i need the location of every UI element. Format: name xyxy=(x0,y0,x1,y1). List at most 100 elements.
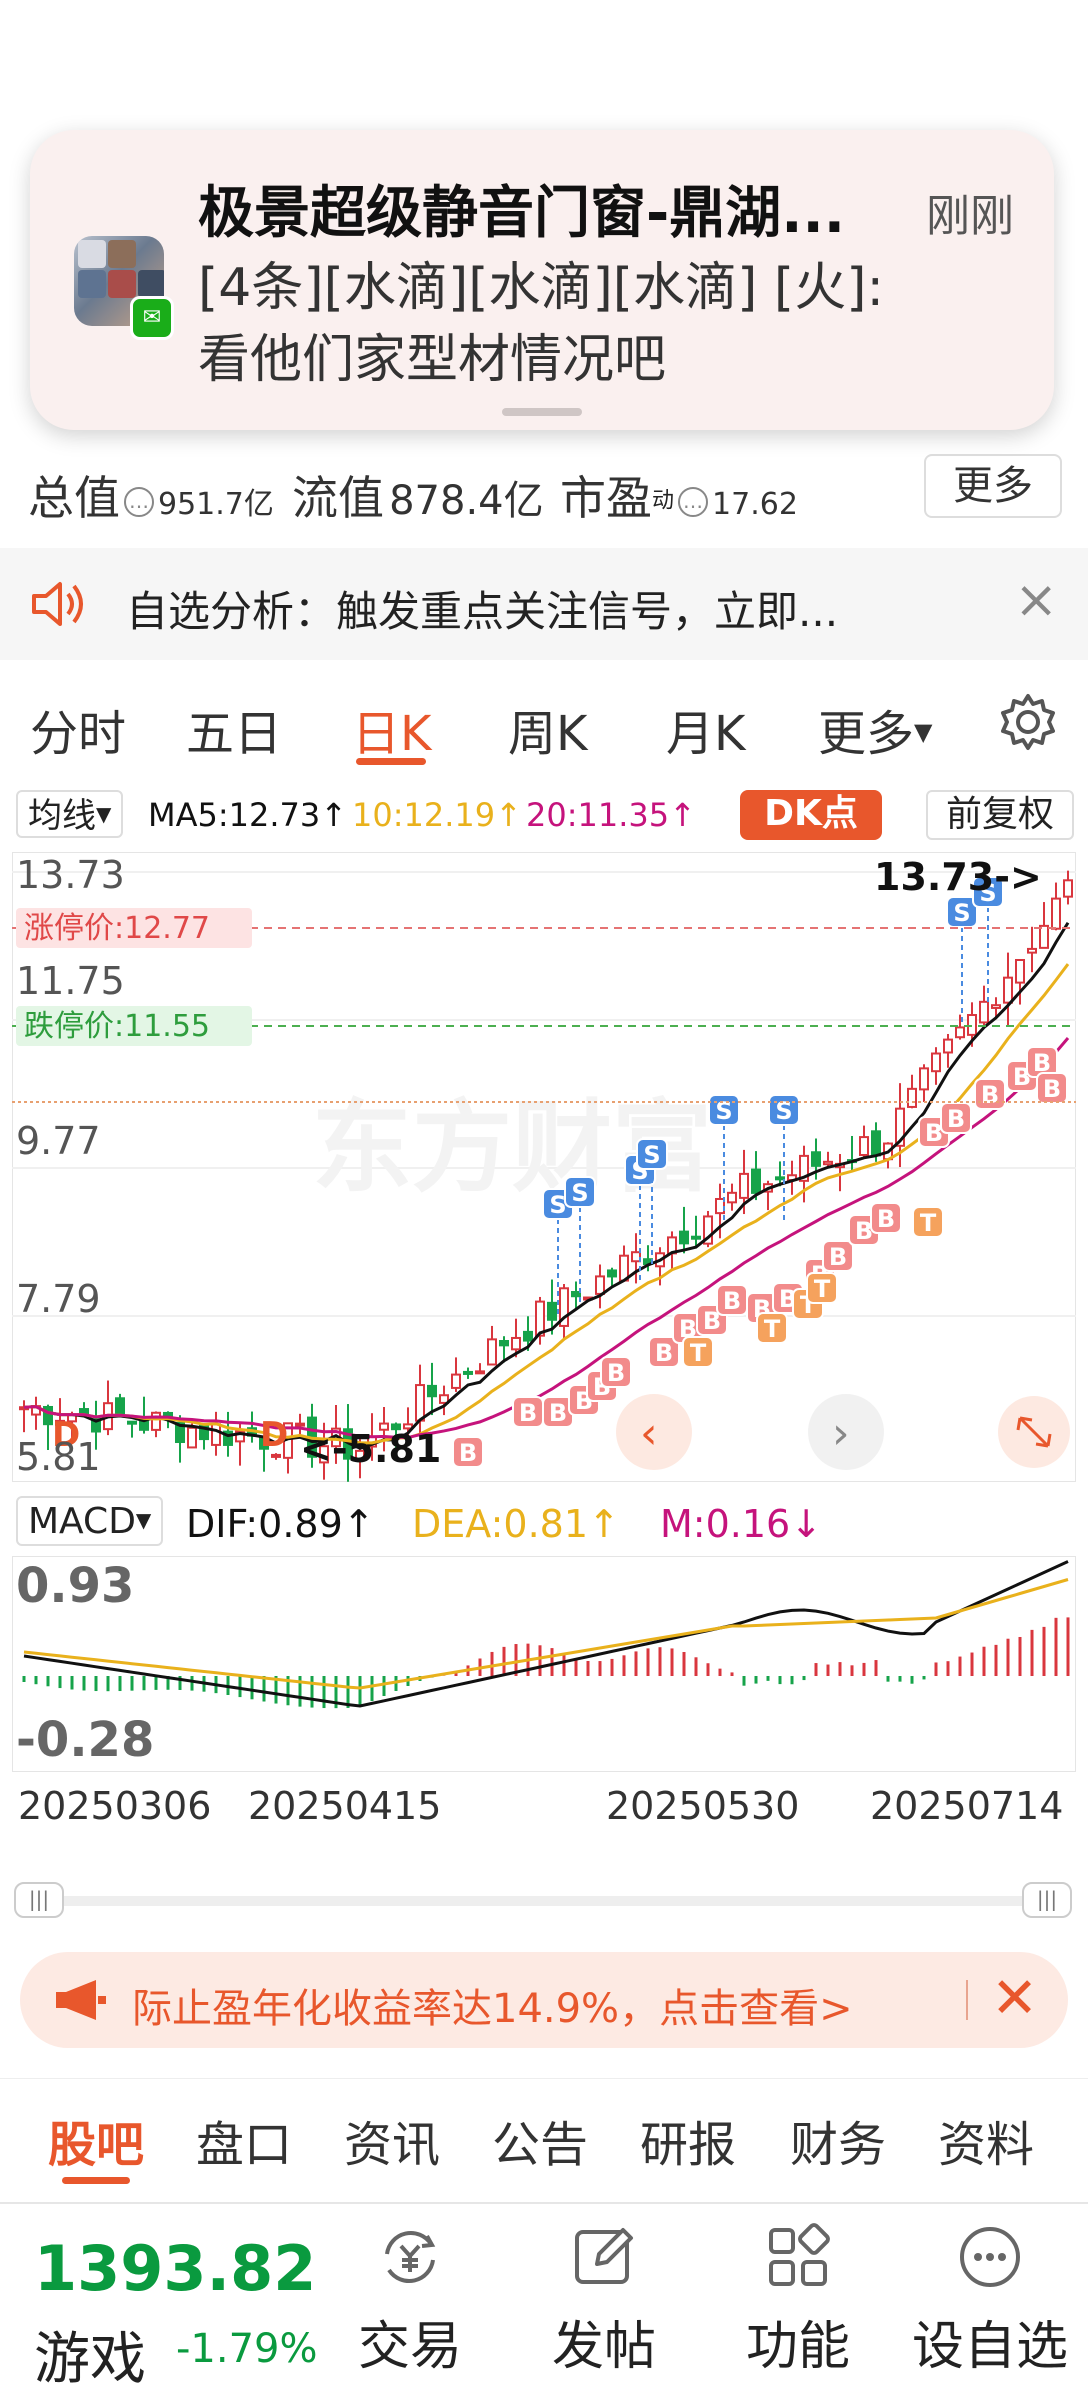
buy-marker-text: B xyxy=(925,1119,943,1147)
candle-body xyxy=(715,1197,725,1215)
pe-value: 17.62 xyxy=(712,487,798,522)
chevron-right-icon: › xyxy=(832,1408,850,1459)
candle-body xyxy=(1039,924,1049,949)
ma10-line xyxy=(23,963,1070,1445)
dea-line xyxy=(23,1578,1069,1690)
promo-close-button[interactable]: ✕ xyxy=(991,1966,1038,2031)
alert-text: 自选分析：触发重点关注信号，立即... xyxy=(126,587,839,636)
promo-banner[interactable]: 际止盈年化收益率达14.9%，点击查看> ✕ xyxy=(20,1952,1068,2048)
tab-research[interactable]: 研报 xyxy=(640,2117,737,2173)
tab-news[interactable]: 资讯 xyxy=(344,2117,441,2173)
sell-marker-text: S xyxy=(775,1097,792,1125)
forward-adjust-button[interactable]: 前复权 xyxy=(926,790,1074,840)
candle-body xyxy=(823,1160,833,1166)
candle-body xyxy=(955,1026,965,1039)
notification-handle[interactable] xyxy=(502,408,582,416)
indicator-select[interactable]: 均线▼ xyxy=(16,790,124,838)
macd-y-top: 0.93 xyxy=(16,1558,134,1614)
candle-body xyxy=(1051,897,1061,930)
watchlist-alert-bar[interactable]: 自选分析：触发重点关注信号，立即... × xyxy=(0,548,1088,660)
buy-marker-badge xyxy=(822,1240,854,1272)
macd-chart[interactable]: 0.93 -0.28 xyxy=(12,1556,1076,1772)
candle-body xyxy=(595,1275,605,1295)
t-marker-badge xyxy=(806,1272,838,1304)
trade-button[interactable]: 交易 xyxy=(330,2222,490,2379)
ma5-label: MA5:12.73↑ xyxy=(148,796,348,834)
tab-five-day[interactable]: 五日 xyxy=(186,706,283,762)
caret-down-icon: ▼ xyxy=(135,1508,152,1532)
candle-body xyxy=(631,1251,641,1263)
candle-body xyxy=(451,1373,461,1389)
tab-monthly-k[interactable]: 月K xyxy=(666,706,746,762)
limit-up-tag xyxy=(16,908,252,948)
sell-marker-badge xyxy=(564,1176,596,1208)
candles-group xyxy=(19,870,1073,1482)
info-icon[interactable]: … xyxy=(124,487,154,517)
stats-row: 总值… 951.7亿 流值 878.4亿 市盈动… 17.62 更多 xyxy=(0,440,1088,540)
add-watchlist-button[interactable]: 设自选 xyxy=(910,2222,1070,2379)
tab-profile[interactable]: 资料 xyxy=(938,2117,1035,2173)
more-button[interactable]: 更多 xyxy=(924,454,1062,518)
buy-marker-text: B xyxy=(855,1217,873,1245)
candle-body xyxy=(235,1430,245,1443)
tab-forum[interactable]: 股吧 xyxy=(48,2117,145,2173)
bottom-toolbar: 1393.82 游戏 -1.79% 交易 发帖 xyxy=(0,2202,1088,2400)
dif-label: DIF:0.89↑ xyxy=(186,1502,375,1546)
tab-announcements[interactable]: 公告 xyxy=(492,2117,589,2173)
buy-marker-text: B xyxy=(459,1439,477,1467)
sector-index-value[interactable]: 1393.82 xyxy=(34,2232,317,2305)
candlestick-chart[interactable]: 东方财富 SSSSSSSSBBBBBBBBBBBBBBBBBBBBBBTTTTT… xyxy=(12,852,1076,1482)
tab-intraday[interactable]: 分时 xyxy=(30,706,127,762)
ma-legend-row: 均线▼ MA5:12.73↑ 10:12.19↑ 20:11.35↑ DK点 前… xyxy=(0,786,1088,842)
wechat-icon: ✉ xyxy=(130,296,174,340)
slider-left-handle[interactable]: ||| xyxy=(14,1882,64,1918)
macd-legend-row: MACD▼ DIF:0.89↑ DEA:0.81↑ M:0.16↓ xyxy=(0,1492,1088,1548)
t-marker-text: T xyxy=(814,1275,831,1303)
limit-up-label: 涨停价:12.77 xyxy=(24,911,210,946)
slider-right-handle[interactable]: ||| xyxy=(1022,1882,1072,1918)
tab-order-book[interactable]: 盘口 xyxy=(196,2117,293,2173)
sector-name[interactable]: 游戏 xyxy=(34,2327,146,2392)
candle-body xyxy=(55,1419,65,1426)
gear-icon[interactable] xyxy=(998,692,1058,752)
dif-line xyxy=(23,1560,1069,1708)
moving-averages-group xyxy=(23,921,1070,1450)
active-tab-indicator xyxy=(356,758,426,765)
caret-down-icon: ▼ xyxy=(96,802,112,826)
tab-financials[interactable]: 财务 xyxy=(790,2117,887,2173)
buy-marker-text: B xyxy=(947,1105,965,1133)
features-label: 功能 xyxy=(745,2317,850,2377)
sell-marker-text: S xyxy=(571,1179,588,1207)
dk-point-button[interactable]: DK点 xyxy=(740,790,882,840)
tab-more[interactable]: 更多▼ xyxy=(818,694,932,764)
sell-marker-text: S xyxy=(643,1141,660,1169)
range-slider[interactable]: ||| ||| xyxy=(14,1882,1072,1918)
macd-select[interactable]: MACD▼ xyxy=(16,1496,164,1546)
candle-body xyxy=(775,1176,785,1181)
chart-next-button[interactable] xyxy=(808,1394,884,1470)
caret-down-icon: ▼ xyxy=(914,718,933,746)
wechat-notification[interactable]: ✉ 极景超级静音门窗-鼎湖... 刚刚 [4条][水滴][水滴][水滴] [火]… xyxy=(30,130,1054,430)
y-label-2: 11.75 xyxy=(16,959,125,1003)
buy-marker-text: B xyxy=(655,1339,673,1367)
info-icon[interactable]: … xyxy=(678,487,709,517)
alert-close-button[interactable]: × xyxy=(1014,570,1058,630)
sector-change: -1.79% xyxy=(176,2326,318,2372)
chart-prev-button[interactable] xyxy=(616,1394,692,1470)
candle-body xyxy=(187,1426,197,1449)
total-value-label: 总值 xyxy=(28,471,120,525)
dea-label: DEA:0.81↑ xyxy=(412,1502,620,1546)
m-label: M:0.16↓ xyxy=(660,1502,823,1546)
float-value-label: 流值 xyxy=(292,471,384,525)
t-marker-text: T xyxy=(920,1209,937,1237)
d-marker: D xyxy=(52,1415,80,1455)
features-button[interactable]: 功能 xyxy=(718,2222,878,2379)
tab-daily-k[interactable]: 日K xyxy=(352,706,432,762)
tab-weekly-k[interactable]: 周K xyxy=(508,706,588,762)
post-button[interactable]: 发帖 xyxy=(524,2222,684,2379)
candle-body xyxy=(1015,958,1025,984)
notification-time: 刚刚 xyxy=(926,191,1014,242)
pe-dynamic-tag: 动 xyxy=(652,488,675,514)
notification-body-line2: 看他们家型材情况吧 xyxy=(198,330,667,390)
candle-body xyxy=(211,1423,221,1446)
